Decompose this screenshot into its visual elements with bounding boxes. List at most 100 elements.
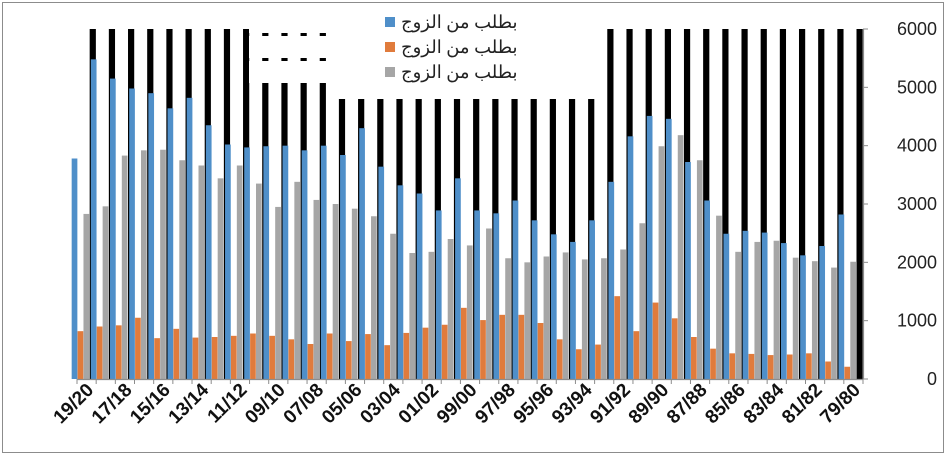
series-2-bar	[409, 253, 416, 379]
bar-chart: 0 1000 2000 3000 4000 5000 6000 79/8081/8283/8…	[50, 11, 937, 428]
series-0-bar	[550, 234, 557, 379]
legend-entry-background	[249, 61, 415, 83]
series-1-bar	[844, 366, 851, 379]
legend-entry-background	[249, 36, 415, 58]
series-0-bar	[148, 93, 155, 380]
series-1-bar	[269, 335, 275, 379]
y-tick-label: 1000	[897, 311, 937, 331]
series-2-bar	[696, 160, 703, 379]
x-tick-label: 91/92	[586, 380, 634, 428]
series-2-bar	[236, 165, 243, 379]
series-1-bar	[729, 353, 736, 379]
series-2-bar	[256, 183, 262, 379]
series-0-bar	[90, 59, 97, 379]
series-2-bar	[524, 262, 531, 379]
x-tick-label: 87/88	[663, 380, 711, 428]
series-2-bar	[83, 213, 90, 379]
series-1-bar	[96, 326, 103, 379]
series-1-bar	[595, 344, 601, 379]
x-tick-label: 83/84	[740, 379, 789, 428]
series-0-bar	[397, 185, 404, 379]
x-tick-label: 03/04	[356, 379, 405, 428]
series-0-bar	[71, 158, 78, 379]
legend-label: بطلب من الزوج	[401, 37, 517, 58]
background-bar	[722, 29, 729, 379]
series-0-bar	[301, 150, 308, 379]
series-2-bar	[773, 240, 780, 379]
series-0-bar	[723, 233, 730, 379]
legend-swatch	[385, 42, 395, 52]
series-0-bar	[704, 200, 710, 379]
y-tick-label: 3000	[897, 194, 937, 214]
series-0-bar	[186, 97, 193, 379]
series-0-bar	[455, 178, 461, 379]
x-tick-label: 13/14	[165, 379, 214, 428]
series-2-bar	[371, 216, 377, 379]
series-1-bar	[460, 307, 467, 379]
x-tick-label: 97/98	[471, 380, 519, 428]
series-0-bar	[627, 136, 634, 379]
series-2-bar	[390, 233, 396, 379]
series-1-bar	[499, 314, 506, 379]
series-0-bar	[416, 193, 423, 379]
series-1-bar	[748, 353, 755, 379]
series-2-bar	[562, 252, 569, 379]
x-tick-label: 11/12	[204, 380, 252, 428]
y-tick-label: 2000	[897, 252, 937, 272]
series-0-bar	[761, 232, 768, 379]
series-1-bar	[710, 348, 716, 379]
series-2-bar	[658, 146, 665, 379]
series-0-bar	[570, 241, 576, 379]
series-2-bar	[811, 261, 818, 379]
series-1-bar	[652, 302, 659, 379]
background-bar	[837, 29, 844, 379]
series-0-bar	[819, 246, 826, 379]
series-2-bar	[505, 258, 511, 379]
series-0-bar	[589, 220, 595, 379]
series-0-bar	[435, 210, 442, 379]
series-1-bar	[115, 325, 122, 379]
series-1-bar	[767, 355, 774, 379]
series-2-bar	[179, 160, 186, 379]
x-tick-label: 15/16	[126, 380, 174, 428]
series-0-bar	[225, 144, 231, 379]
series-1-bar	[614, 296, 621, 379]
x-tick-label: 19/20	[50, 380, 98, 428]
series-1-bar	[403, 332, 410, 379]
legend-swatch	[385, 17, 395, 27]
series-2-bar	[850, 261, 856, 379]
x-tick-label: 79/80	[816, 380, 864, 428]
series-0-bar	[646, 115, 653, 380]
series-1-bar	[326, 333, 333, 379]
series-0-bar	[340, 155, 346, 379]
series-0-bar	[512, 200, 519, 379]
series-1-bar	[77, 331, 84, 379]
x-tick-label: 89/90	[625, 380, 673, 428]
series-1-bar	[154, 338, 160, 379]
series-1-bar	[211, 337, 218, 379]
series-2-bar	[102, 206, 109, 379]
series-2-bar	[792, 257, 799, 379]
series-1-bar	[518, 314, 525, 379]
y-axis-ticks: 0 1000 2000 3000 4000 5000 6000	[863, 19, 937, 389]
series-1-bar	[691, 337, 697, 379]
series-2-bar	[217, 178, 224, 379]
series-0-bar	[800, 255, 806, 379]
x-tick-label: 85/86	[701, 380, 749, 428]
x-tick-label: 99/00	[433, 380, 481, 428]
series-1-bar	[192, 337, 199, 379]
background-bar	[798, 29, 806, 379]
series-2-bar	[486, 228, 492, 379]
series-2-bar	[351, 208, 358, 379]
series-1-bar	[307, 344, 314, 379]
series-0-bar	[531, 220, 538, 379]
x-axis-ticks: 79/8081/8283/8485/8687/8889/9091/9293/94…	[50, 379, 865, 428]
series-1-bar	[806, 353, 812, 379]
series-2-bar	[447, 239, 454, 379]
series-2-bar	[601, 258, 607, 379]
series-2-bar	[581, 259, 588, 379]
background-bar	[856, 29, 863, 379]
series-2-bar	[831, 267, 837, 379]
series-0-bar	[608, 181, 615, 379]
x-tick-label: 09/10	[241, 380, 289, 428]
